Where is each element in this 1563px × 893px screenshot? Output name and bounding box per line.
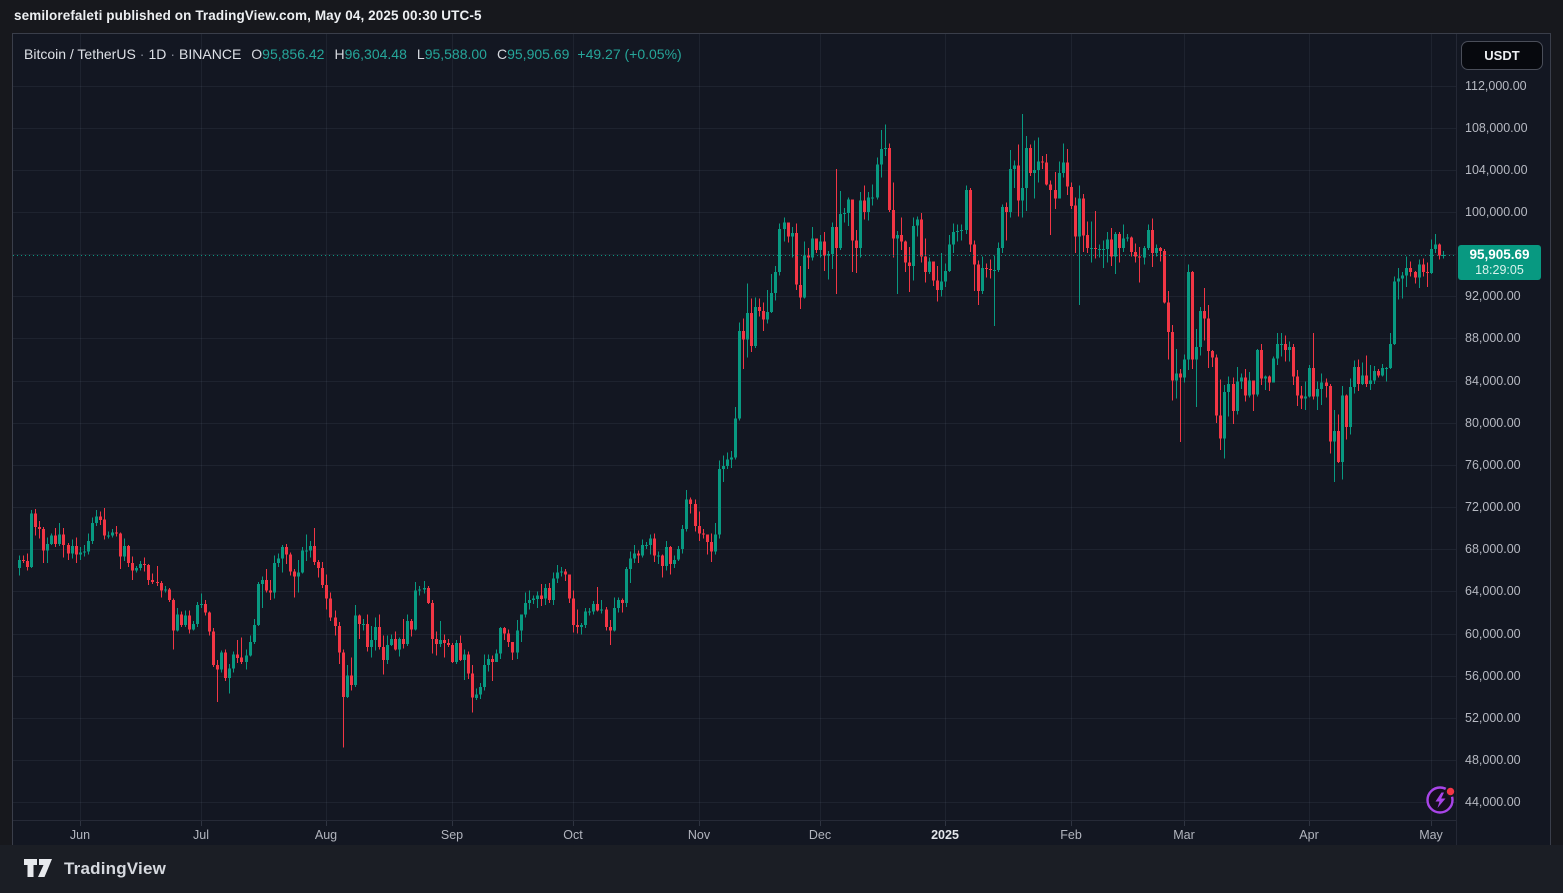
time-tick-mark xyxy=(201,821,202,826)
notification-dot xyxy=(1444,786,1456,797)
high-label: H xyxy=(334,46,345,62)
price-tick-label: 104,000.00 xyxy=(1465,162,1528,177)
change-value: +49.27 (+0.05%) xyxy=(577,46,682,62)
time-tick-label: Dec xyxy=(808,828,832,842)
low-value: 95,588.00 xyxy=(424,46,487,62)
currency-toggle-button[interactable]: USDT xyxy=(1461,41,1543,70)
price-tick-label: 112,000.00 xyxy=(1465,78,1527,93)
chart-widget: Bitcoin / TetherUS · 1D · BINANCE O95,856.42 H… xyxy=(12,33,1551,847)
close-label: C xyxy=(496,46,508,62)
last-price-value: 95,905.69 xyxy=(1469,247,1530,263)
ohlc-values: O95,856.42 H96,304.48 L95,588.00 C95,905.69 xyxy=(241,46,569,62)
time-tick-label: Sep xyxy=(440,828,464,842)
time-tick-mark xyxy=(820,821,821,826)
lightning-bolt-icon xyxy=(1435,792,1446,808)
price-tick-label: 88,000.00 xyxy=(1465,331,1521,346)
time-tick-label: Jul xyxy=(193,828,209,842)
symbol-title: Bitcoin / TetherUS xyxy=(24,46,136,62)
time-tick-mark xyxy=(573,821,574,826)
tradingview-logo-icon[interactable] xyxy=(24,858,54,880)
time-tick-mark xyxy=(1431,821,1432,826)
open-value: 95,856.42 xyxy=(262,46,325,62)
price-tick-label: 64,000.00 xyxy=(1465,584,1521,599)
time-tick-mark xyxy=(1071,821,1072,826)
boost-icon[interactable] xyxy=(1424,783,1458,817)
price-tick-label: 56,000.00 xyxy=(1465,668,1521,683)
price-tick-label: 76,000.00 xyxy=(1465,457,1521,472)
open-label: O xyxy=(251,46,263,62)
close-value: 95,905.69 xyxy=(507,46,570,62)
last-price-label: 95,905.69 18:29:05 xyxy=(1458,245,1541,281)
time-tick-label: 2025 xyxy=(931,828,959,842)
time-tick-label: Oct xyxy=(563,828,583,842)
legend-separator: · xyxy=(139,46,145,62)
time-tick-label: Mar xyxy=(1173,828,1195,842)
price-tick-label: 44,000.00 xyxy=(1465,795,1521,810)
time-tick-mark xyxy=(1309,821,1310,826)
attribution-text: semilorefaleti published on TradingView.… xyxy=(14,8,482,23)
price-axis[interactable]: USDT 44,000.00 48,000.00 52,000.00 56,000.0… xyxy=(1456,34,1550,846)
price-tick-label: 60,000.00 xyxy=(1465,626,1521,641)
exchange-label: BINANCE xyxy=(179,46,242,62)
candlestick-chart[interactable] xyxy=(13,34,1456,820)
time-tick-label: Nov xyxy=(687,828,711,842)
time-tick-mark xyxy=(945,821,946,826)
time-tick-mark xyxy=(326,821,327,826)
price-tick-label: 80,000.00 xyxy=(1465,415,1521,430)
footer-bar: TradingView xyxy=(0,845,1563,893)
attribution-bar: semilorefaleti published on TradingView.… xyxy=(0,0,1563,30)
time-tick-mark xyxy=(1184,821,1185,826)
price-tick-label: 52,000.00 xyxy=(1465,710,1521,725)
time-axis[interactable]: Jun Jul Aug Sep Oct Nov Dec 2025 Feb Mar Apr May xyxy=(13,820,1456,846)
time-tick-label: Jun xyxy=(69,828,91,842)
high-value: 96,304.48 xyxy=(344,46,407,62)
price-tick-label: 68,000.00 xyxy=(1465,542,1521,557)
interval-label: 1D xyxy=(148,46,167,62)
time-tick-label: Aug xyxy=(314,828,338,842)
bar-countdown: 18:29:05 xyxy=(1475,263,1524,278)
price-tick-label: 48,000.00 xyxy=(1465,752,1521,767)
time-tick-label: May xyxy=(1419,828,1443,842)
time-tick-mark xyxy=(80,821,81,826)
legend-separator: · xyxy=(170,46,176,62)
time-tick-mark xyxy=(452,821,453,826)
price-tick-label: 92,000.00 xyxy=(1465,289,1521,304)
price-tick-label: 100,000.00 xyxy=(1465,205,1528,220)
low-label: L xyxy=(416,46,425,62)
tradingview-logo-text[interactable]: TradingView xyxy=(64,859,167,878)
time-tick-label: Apr xyxy=(1299,828,1319,842)
price-tick-label: 108,000.00 xyxy=(1465,120,1528,135)
time-tick-mark xyxy=(699,821,700,826)
price-tick-label: 72,000.00 xyxy=(1465,500,1521,515)
symbol-legend[interactable]: Bitcoin / TetherUS · 1D · BINANCE O95,856.42 H… xyxy=(24,46,682,62)
time-tick-label: Feb xyxy=(1060,828,1082,842)
price-tick-label: 84,000.00 xyxy=(1465,373,1521,388)
